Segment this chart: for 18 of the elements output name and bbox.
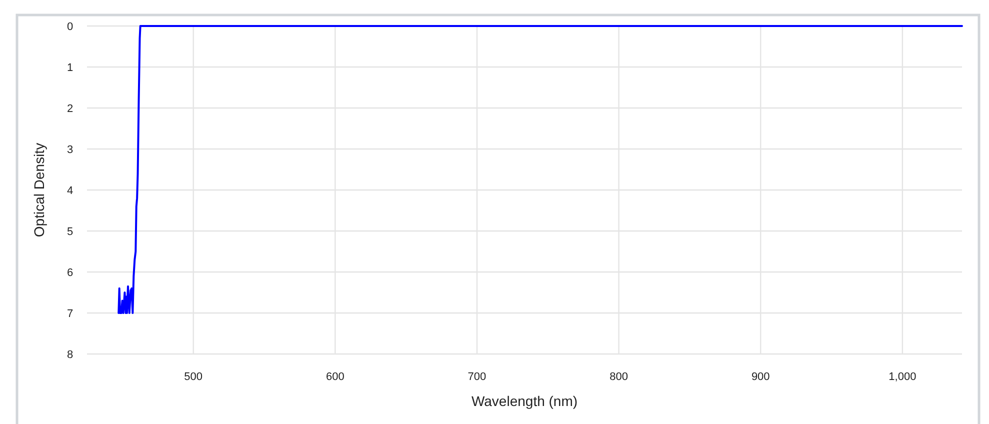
line-series: [118, 25, 963, 314]
y-tick-label: 0: [66, 20, 74, 33]
x-tick-label: 600: [326, 371, 344, 383]
x-tick-label: 500: [184, 371, 203, 383]
y-tick-label: 5: [66, 226, 74, 238]
y-tick-label: 2: [66, 102, 74, 115]
y-tick-label: 8: [66, 348, 74, 361]
y-tick-label: 3: [66, 144, 74, 156]
y-tick-label: 7: [66, 308, 74, 320]
x-tick-label: 800: [610, 371, 628, 383]
x-tick-label: 900: [751, 371, 770, 383]
x-tick-label: 1,000: [888, 371, 916, 383]
y-tick-label: 6: [66, 266, 74, 279]
y-axis-title: Optical Density: [31, 142, 47, 238]
x-tick-label: 700: [468, 371, 486, 383]
y-tick-label: 4: [66, 184, 74, 197]
x-axis-title: Wavelength (nm): [471, 393, 578, 409]
y-tick-label: 1: [66, 62, 74, 74]
